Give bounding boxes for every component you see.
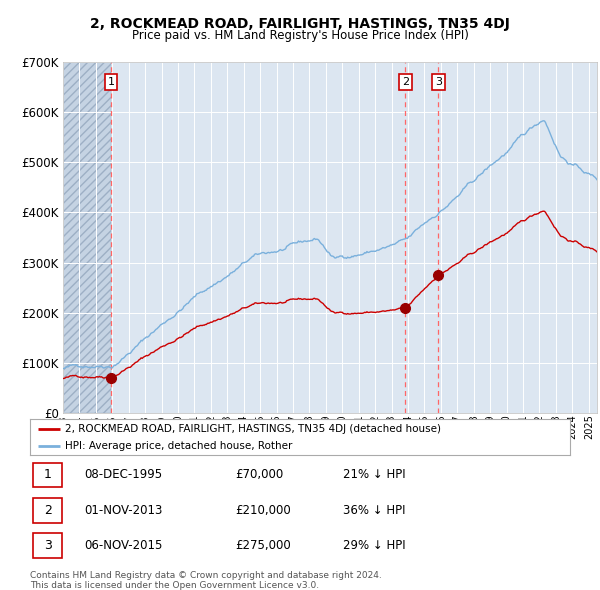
Text: 36% ↓ HPI: 36% ↓ HPI bbox=[343, 504, 406, 517]
Bar bbox=[63, 62, 111, 413]
Text: 2: 2 bbox=[44, 504, 52, 517]
Text: This data is licensed under the Open Government Licence v3.0.: This data is licensed under the Open Gov… bbox=[30, 581, 319, 589]
Text: 3: 3 bbox=[44, 539, 52, 552]
Text: 1: 1 bbox=[44, 468, 52, 481]
Text: 1: 1 bbox=[107, 77, 115, 87]
Text: 2, ROCKMEAD ROAD, FAIRLIGHT, HASTINGS, TN35 4DJ: 2, ROCKMEAD ROAD, FAIRLIGHT, HASTINGS, T… bbox=[90, 17, 510, 31]
Text: 21% ↓ HPI: 21% ↓ HPI bbox=[343, 468, 406, 481]
Text: 06-NOV-2015: 06-NOV-2015 bbox=[84, 539, 163, 552]
Text: £210,000: £210,000 bbox=[235, 504, 291, 517]
Text: 3: 3 bbox=[435, 77, 442, 87]
Text: Contains HM Land Registry data © Crown copyright and database right 2024.: Contains HM Land Registry data © Crown c… bbox=[30, 571, 382, 580]
Text: £70,000: £70,000 bbox=[235, 468, 283, 481]
Text: 2, ROCKMEAD ROAD, FAIRLIGHT, HASTINGS, TN35 4DJ (detached house): 2, ROCKMEAD ROAD, FAIRLIGHT, HASTINGS, T… bbox=[65, 424, 441, 434]
Text: 2: 2 bbox=[401, 77, 409, 87]
Text: HPI: Average price, detached house, Rother: HPI: Average price, detached house, Roth… bbox=[65, 441, 292, 451]
Text: 01-NOV-2013: 01-NOV-2013 bbox=[84, 504, 163, 517]
FancyBboxPatch shape bbox=[33, 533, 62, 558]
Text: 08-DEC-1995: 08-DEC-1995 bbox=[84, 468, 162, 481]
FancyBboxPatch shape bbox=[33, 463, 62, 487]
Text: £275,000: £275,000 bbox=[235, 539, 291, 552]
FancyBboxPatch shape bbox=[33, 498, 62, 523]
Text: 29% ↓ HPI: 29% ↓ HPI bbox=[343, 539, 406, 552]
Text: Price paid vs. HM Land Registry's House Price Index (HPI): Price paid vs. HM Land Registry's House … bbox=[131, 30, 469, 42]
